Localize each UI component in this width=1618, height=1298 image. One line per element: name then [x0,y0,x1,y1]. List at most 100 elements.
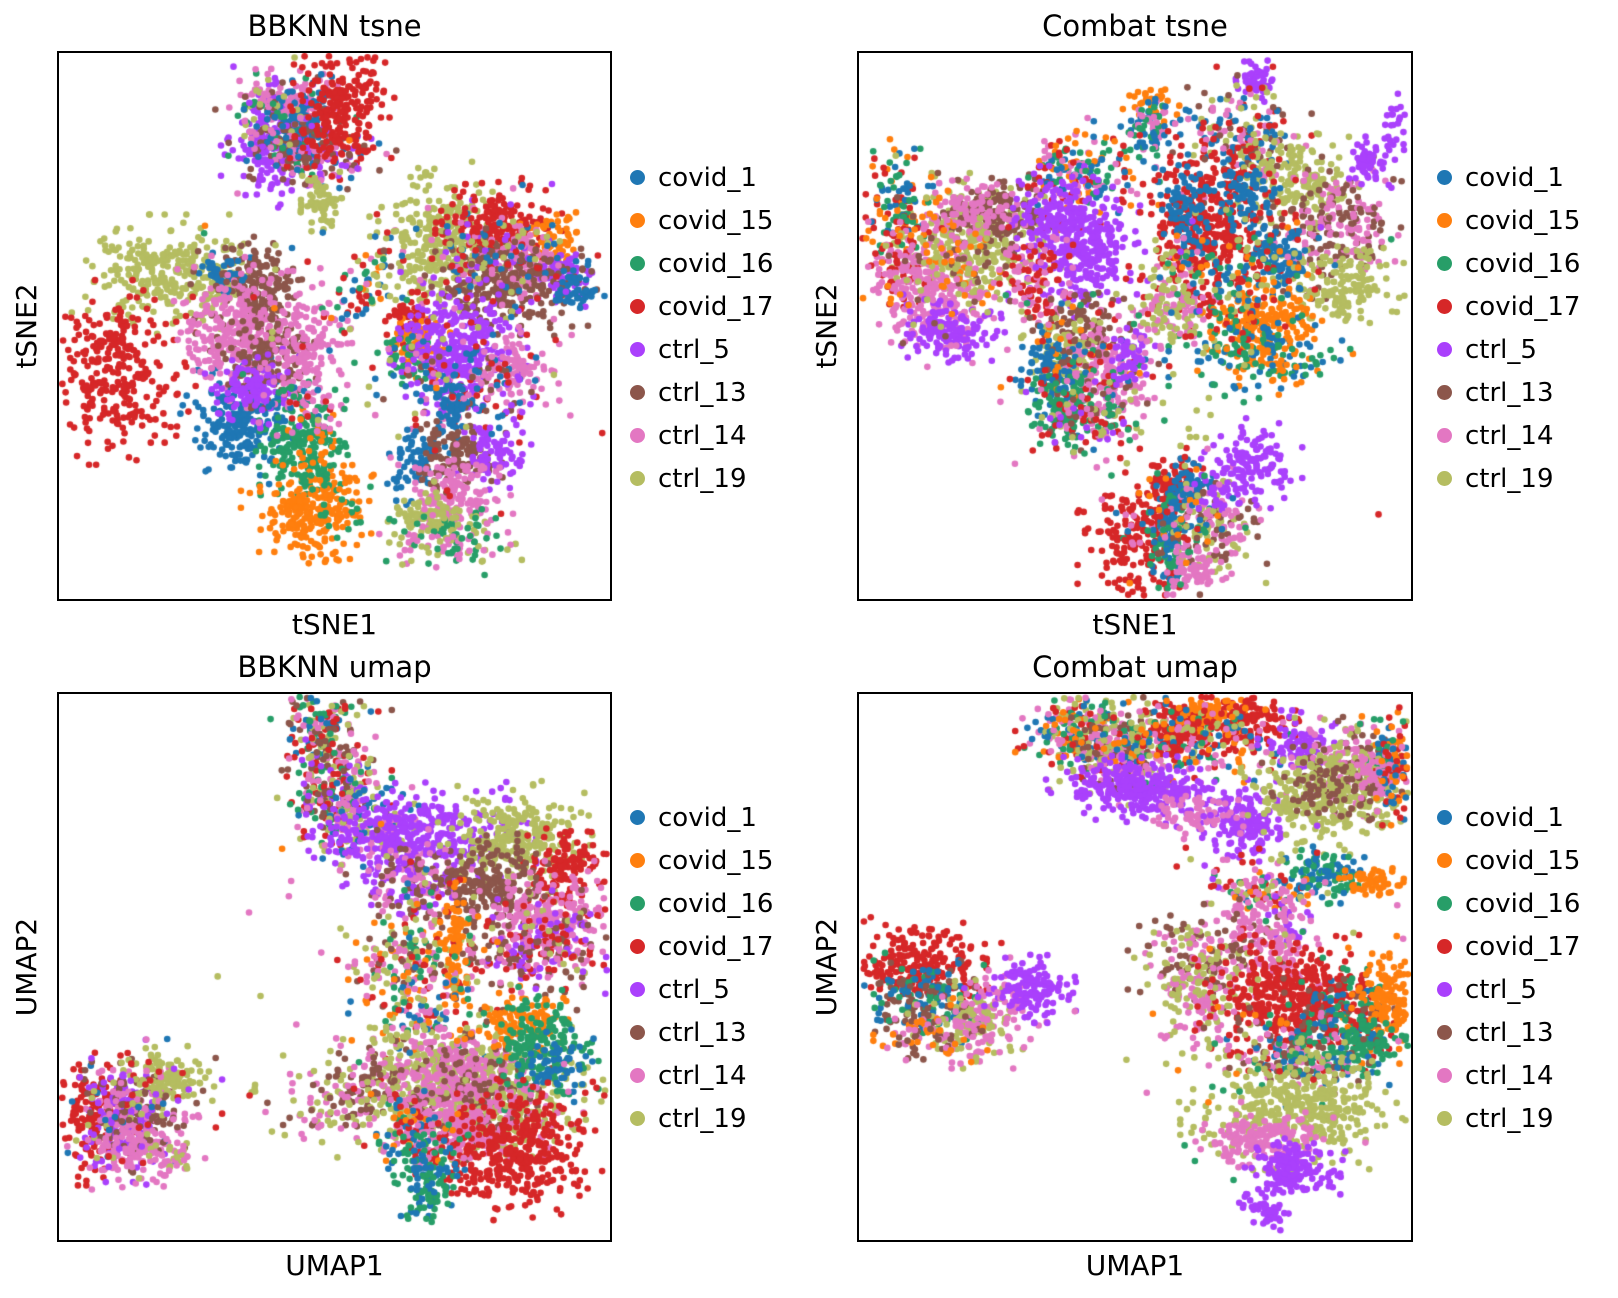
legend-entry-ctrl_19: ctrl_19 [1437,457,1580,500]
legend-entry-covid_1: covid_1 [630,156,773,199]
legend-entry-ctrl_13: ctrl_13 [1437,371,1580,414]
legend-label-covid_15: covid_15 [1465,845,1581,876]
legend-entry-covid_16: covid_16 [1437,882,1580,925]
legend-label-ctrl_13: ctrl_13 [1465,377,1554,408]
legend-entry-covid_17: covid_17 [630,925,773,968]
legend-dot-covid_17 [630,939,645,954]
legend-label-covid_17: covid_17 [1465,291,1581,322]
legend-dot-ctrl_13 [1437,385,1452,400]
legend-entry-covid_15: covid_15 [1437,839,1580,882]
legend-entry-covid_15: covid_15 [630,839,773,882]
legend-label-covid_17: covid_17 [658,291,774,322]
legend-dot-ctrl_13 [630,1025,645,1040]
legend-dot-covid_16 [1437,256,1452,271]
legend-entry-ctrl_5: ctrl_5 [1437,328,1580,371]
scatter-canvas-bbknn-umap [59,694,610,1240]
legend-entry-ctrl_5: ctrl_5 [630,328,773,371]
panel-title: BBKNN umap [237,650,432,684]
legend-entry-covid_15: covid_15 [1437,199,1580,242]
legend-label-ctrl_19: ctrl_19 [658,1103,747,1134]
legend-entry-ctrl_19: ctrl_19 [630,457,773,500]
legend-label-covid_1: covid_1 [658,802,757,833]
legend-entry-ctrl_5: ctrl_5 [1437,968,1580,1011]
legend-entry-covid_16: covid_16 [630,242,773,285]
legend-label-ctrl_14: ctrl_14 [658,420,747,451]
legend-label-covid_17: covid_17 [658,931,774,962]
legend-dot-ctrl_14 [630,1068,645,1083]
legend-label-covid_17: covid_17 [1465,931,1581,962]
plot-area [57,51,612,601]
legend-dot-ctrl_19 [630,1111,645,1126]
legend-dot-covid_17 [1437,939,1452,954]
legend-entry-ctrl_19: ctrl_19 [1437,1097,1580,1140]
legend-entry-covid_17: covid_17 [1437,925,1580,968]
legend: covid_1 covid_15 covid_16 covid_17 ctrl_5 ctr… [630,796,773,1140]
legend-dot-covid_15 [630,853,645,868]
legend-label-ctrl_19: ctrl_19 [1465,1103,1554,1134]
legend-label-ctrl_14: ctrl_14 [658,1060,747,1091]
legend-entry-ctrl_19: ctrl_19 [630,1097,773,1140]
y-axis-label: UMAP2 [10,917,43,1017]
legend-entry-ctrl_5: ctrl_5 [630,968,773,1011]
legend-label-ctrl_5: ctrl_5 [1465,974,1537,1005]
x-axis-label: UMAP1 [1085,1249,1185,1282]
plot-area [57,692,612,1242]
legend-entry-covid_16: covid_16 [1437,242,1580,285]
panel-title: Combat umap [1032,650,1238,684]
legend-label-ctrl_14: ctrl_14 [1465,420,1554,451]
legend-dot-covid_15 [1437,853,1452,868]
y-axis-label: tSNE2 [10,283,43,369]
y-axis-label: UMAP2 [810,917,843,1017]
legend-entry-ctrl_13: ctrl_13 [630,371,773,414]
legend-dot-ctrl_13 [1437,1025,1452,1040]
plot-area [857,692,1413,1242]
x-axis-label: UMAP1 [285,1249,384,1282]
legend-dot-ctrl_13 [630,385,645,400]
legend-label-covid_15: covid_15 [658,845,774,876]
legend-dot-covid_1 [1437,810,1452,825]
legend-label-ctrl_13: ctrl_13 [658,1017,747,1048]
legend-label-ctrl_13: ctrl_13 [658,377,747,408]
scatter-canvas-combat-umap [859,694,1411,1240]
legend-label-covid_1: covid_1 [1465,162,1564,193]
legend-entry-ctrl_13: ctrl_13 [1437,1011,1580,1054]
scatter-canvas-combat-tsne [859,53,1411,599]
legend-label-ctrl_5: ctrl_5 [1465,334,1537,365]
legend-dot-covid_16 [630,256,645,271]
legend-dot-ctrl_19 [630,471,645,486]
legend-dot-covid_1 [630,170,645,185]
legend-dot-ctrl_5 [1437,342,1452,357]
legend-entry-covid_1: covid_1 [630,796,773,839]
legend-dot-covid_17 [630,299,645,314]
legend-label-covid_16: covid_16 [658,248,774,279]
scatter-canvas-bbknn-tsne [59,53,610,599]
legend-dot-covid_15 [1437,213,1452,228]
legend-label-covid_16: covid_16 [1465,248,1581,279]
legend-entry-ctrl_13: ctrl_13 [630,1011,773,1054]
legend-label-ctrl_14: ctrl_14 [1465,1060,1554,1091]
legend-entry-ctrl_14: ctrl_14 [630,1054,773,1097]
legend-entry-covid_17: covid_17 [630,285,773,328]
legend-label-covid_15: covid_15 [658,205,774,236]
legend-label-covid_15: covid_15 [1465,205,1581,236]
legend-dot-ctrl_5 [630,982,645,997]
legend-dot-ctrl_5 [1437,982,1452,997]
legend-entry-covid_17: covid_17 [1437,285,1580,328]
legend-label-ctrl_5: ctrl_5 [658,974,730,1005]
legend-entry-covid_1: covid_1 [1437,796,1580,839]
legend-label-ctrl_19: ctrl_19 [658,463,747,494]
legend-dot-covid_17 [1437,299,1452,314]
legend-entry-covid_1: covid_1 [1437,156,1580,199]
panel-title: BBKNN tsne [247,9,422,43]
legend-dot-covid_1 [1437,170,1452,185]
legend-label-ctrl_19: ctrl_19 [1465,463,1554,494]
x-axis-label: tSNE1 [291,608,378,641]
legend-label-covid_1: covid_1 [1465,802,1564,833]
legend-dot-covid_1 [630,810,645,825]
legend-label-covid_1: covid_1 [658,162,757,193]
legend-dot-covid_16 [630,896,645,911]
